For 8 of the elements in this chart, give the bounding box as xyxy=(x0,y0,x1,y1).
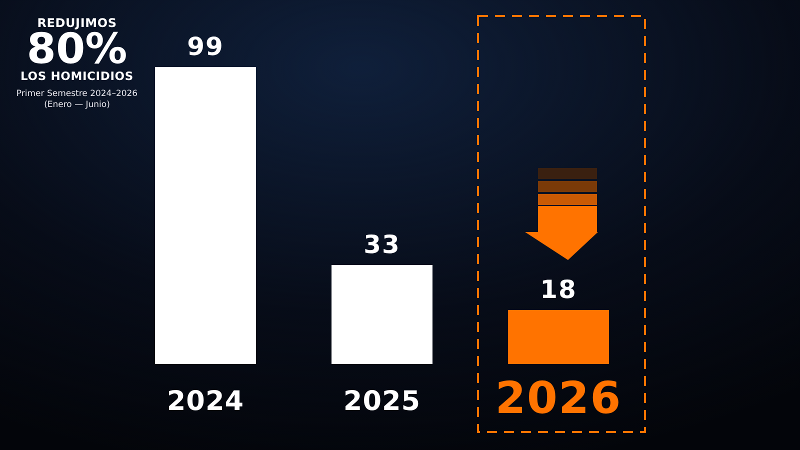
text: Primer Semestre 2024–2026 (Enero — Junio) xyxy=(16,89,138,110)
data-label: 33 xyxy=(364,230,400,259)
x-tick-label: 2026 xyxy=(495,373,622,424)
x-tick-label: 2024 xyxy=(166,386,244,417)
data-label: 99 xyxy=(187,32,224,61)
data-label: 18 xyxy=(540,275,577,304)
chart-title: REDUJIMOS 80% LOS HOMICIDIOS xyxy=(20,16,134,83)
x-tick-label: 2025 xyxy=(343,386,421,417)
